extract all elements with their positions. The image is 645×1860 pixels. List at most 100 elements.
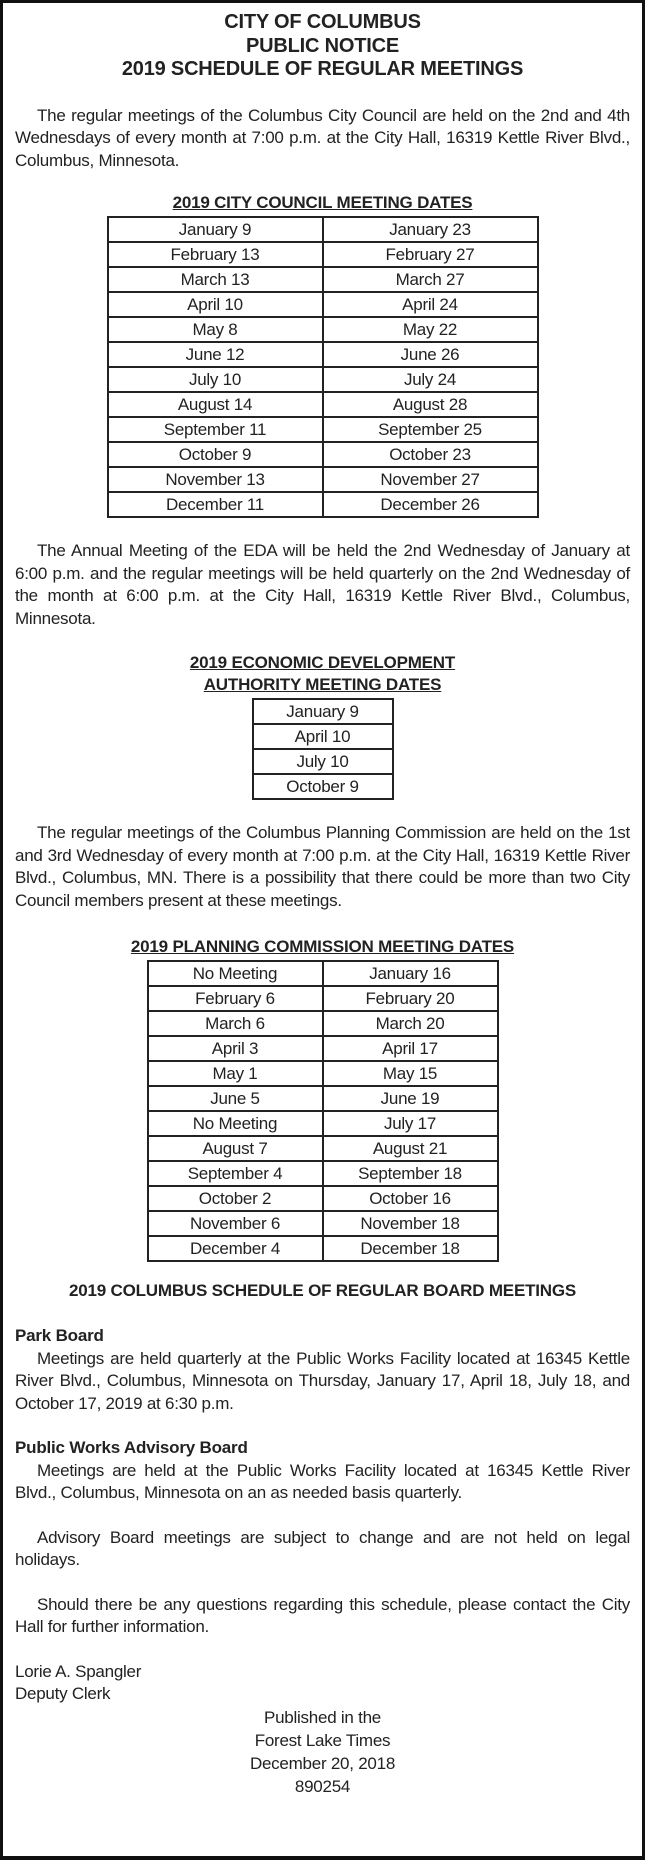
date-cell: July 24 (321, 366, 539, 393)
date-cell: No Meeting (146, 960, 324, 987)
date-cell: November 18 (321, 1210, 499, 1237)
planning-heading: 2019 PLANNING COMMISSION MEETING DATES (130, 937, 515, 956)
table-row: April 3 April 17 (146, 1035, 499, 1062)
table-row: January 9 (251, 698, 394, 725)
questions-note: Should there be any questions regarding … (15, 1594, 630, 1637)
date-cell: October 16 (321, 1185, 499, 1212)
date-cell: January 9 (106, 216, 324, 243)
table-row: March 6 March 20 (146, 1010, 499, 1037)
date-cell: March 13 (106, 266, 324, 293)
date-cell: July 10 (251, 748, 394, 775)
boards-heading: 2019 COLUMBUS SCHEDULE OF REGULAR BOARD … (68, 1281, 577, 1300)
table-row: July 10 July 24 (106, 366, 539, 393)
table-row: May 1 May 15 (146, 1060, 499, 1087)
date-cell: January 23 (321, 216, 539, 243)
date-cell: June 5 (146, 1085, 324, 1112)
table-row: March 13 March 27 (106, 266, 539, 293)
date-cell: April 3 (146, 1035, 324, 1062)
date-cell: August 14 (106, 391, 324, 418)
date-cell: January 9 (251, 698, 394, 725)
date-cell: May 1 (146, 1060, 324, 1087)
table-row: February 6 February 20 (146, 985, 499, 1012)
council-intro: The regular meetings of the Columbus Cit… (15, 105, 630, 170)
date-cell: October 9 (251, 773, 394, 800)
table-row: July 10 (251, 748, 394, 775)
date-cell: June 26 (321, 341, 539, 368)
date-cell: March 6 (146, 1010, 324, 1037)
table-row: October 2 October 16 (146, 1185, 499, 1212)
date-cell: July 17 (321, 1110, 499, 1137)
date-cell: December 11 (106, 491, 324, 518)
date-cell: April 17 (321, 1035, 499, 1062)
advisory-note: Advisory Board meetings are subject to c… (15, 1527, 630, 1570)
table-row: December 11 December 26 (106, 491, 539, 518)
date-cell: December 26 (321, 491, 539, 518)
date-cell: March 27 (321, 266, 539, 293)
date-cell: April 24 (321, 291, 539, 318)
eda-heading: 2019 ECONOMIC DEVELOPMENT AUTHORITY MEET… (189, 653, 456, 694)
date-cell: April 10 (106, 291, 324, 318)
date-cell: May 8 (106, 316, 324, 343)
table-row: December 4 December 18 (146, 1235, 499, 1262)
table-row: October 9 October 23 (106, 441, 539, 468)
date-cell: October 23 (321, 441, 539, 468)
table-row: June 12 June 26 (106, 341, 539, 368)
table-row: November 6 November 18 (146, 1210, 499, 1237)
table-row: November 13 November 27 (106, 466, 539, 493)
planning-intro: The regular meetings of the Columbus Pla… (15, 823, 630, 910)
date-cell: May 22 (321, 316, 539, 343)
date-cell: December 18 (321, 1235, 499, 1262)
table-row: April 10 April 24 (106, 291, 539, 318)
eda-intro: The Annual Meeting of the EDA will be he… (15, 541, 630, 628)
date-cell: September 25 (321, 416, 539, 443)
date-cell: February 27 (321, 241, 539, 268)
date-cell: May 15 (321, 1060, 499, 1087)
park-board-title: Park Board (15, 1326, 104, 1345)
date-cell: June 19 (321, 1085, 499, 1112)
eda-dates-table: January 9 April 10 July 10 October 9 (251, 698, 394, 800)
date-cell: September 11 (106, 416, 324, 443)
date-cell: November 27 (321, 466, 539, 493)
date-cell: No Meeting (146, 1110, 324, 1137)
table-row: May 8 May 22 (106, 316, 539, 343)
date-cell: October 9 (106, 441, 324, 468)
date-cell: August 28 (321, 391, 539, 418)
date-cell: March 20 (321, 1010, 499, 1037)
planning-dates-table: No Meeting January 16 February 6 February 2… (146, 960, 499, 1262)
date-cell: October 2 (146, 1185, 324, 1212)
date-cell: February 6 (146, 985, 324, 1012)
date-cell: December 4 (146, 1235, 324, 1262)
date-cell: April 10 (251, 723, 394, 750)
date-cell: September 4 (146, 1160, 324, 1187)
signature-name: Lorie A. Spangler (15, 1661, 142, 1681)
date-cell: June 12 (106, 341, 324, 368)
table-row: August 7 August 21 (146, 1135, 499, 1162)
pw-board-title: Public Works Advisory Board (15, 1438, 248, 1457)
table-row: April 10 (251, 723, 394, 750)
date-cell: August 7 (146, 1135, 324, 1162)
table-row: No Meeting January 16 (146, 960, 499, 987)
publication-info: Published in the Forest Lake Times Decem… (249, 1707, 396, 1796)
notice-title: CITY OF COLUMBUS PUBLIC NOTICE 2019 SCHE… (121, 11, 524, 80)
table-row: No Meeting July 17 (146, 1110, 499, 1137)
date-cell: August 21 (321, 1135, 499, 1162)
table-row: June 5 June 19 (146, 1085, 499, 1112)
council-heading: 2019 CITY COUNCIL MEETING DATES (172, 193, 473, 212)
table-row: January 9 January 23 (106, 216, 539, 243)
council-dates-table: January 9 January 23 February 13 February 2… (106, 216, 539, 518)
signature-role: Deputy Clerk (15, 1684, 111, 1703)
table-row: September 4 September 18 (146, 1160, 499, 1187)
table-row: August 14 August 28 (106, 391, 539, 418)
date-cell: November 6 (146, 1210, 324, 1237)
table-row: October 9 (251, 773, 394, 800)
table-row: September 11 September 25 (106, 416, 539, 443)
date-cell: February 20 (321, 985, 499, 1012)
pw-board-text: Meetings are held at the Public Works Fa… (15, 1460, 630, 1503)
date-cell: February 13 (106, 241, 324, 268)
table-row: February 13 February 27 (106, 241, 539, 268)
date-cell: September 18 (321, 1160, 499, 1187)
date-cell: January 16 (321, 960, 499, 987)
date-cell: July 10 (106, 366, 324, 393)
date-cell: November 13 (106, 466, 324, 493)
